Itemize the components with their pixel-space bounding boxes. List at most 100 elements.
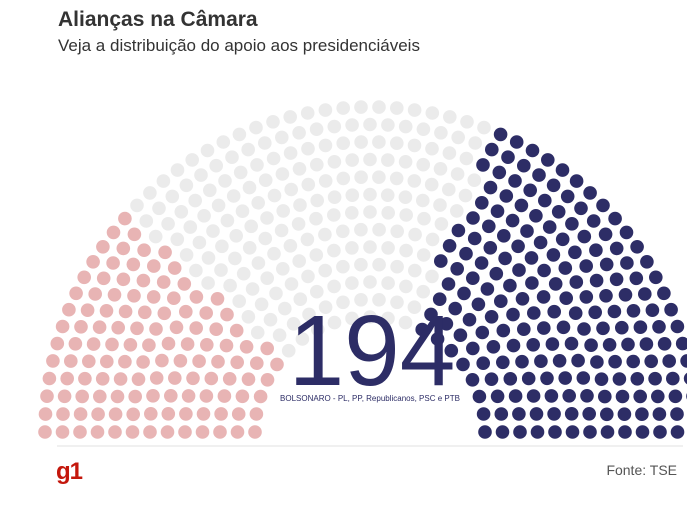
- seat-dot-series-3: [503, 278, 517, 293]
- seat-dot-series-3: [555, 163, 570, 177]
- seat-dot-series-3: [466, 271, 480, 286]
- seat-dot-series-2: [276, 262, 290, 276]
- seat-dot-series-2: [380, 188, 395, 202]
- seat-dot-series-3: [485, 142, 499, 157]
- seat-dot-series-2: [192, 235, 207, 250]
- seat-dot-series-2: [416, 248, 431, 262]
- seat-dot-series-3: [590, 355, 604, 369]
- highlight-label: BOLSONARO - PL, PP, Republicanos, PSC e …: [280, 394, 460, 403]
- seat-dot-series-2: [183, 220, 198, 234]
- seat-dot-series-2: [170, 232, 185, 247]
- seat-dot-series-2: [203, 183, 217, 198]
- seat-dot-series-1: [160, 425, 175, 439]
- seat-dot-series-3: [633, 389, 647, 404]
- seat-dot-series-3: [618, 288, 633, 302]
- seat-dot-series-2: [354, 257, 368, 272]
- seat-dot-series-2: [336, 171, 351, 186]
- seat-dot-series-2: [300, 232, 315, 247]
- seat-dot-series-2: [156, 174, 171, 188]
- seat-dot-series-3: [635, 407, 649, 422]
- seat-dot-series-2: [250, 158, 264, 172]
- seat-dot-series-1: [179, 304, 193, 319]
- seat-dot-series-3: [548, 277, 563, 291]
- seat-dot-series-3: [547, 304, 561, 319]
- seat-dot-series-1: [204, 371, 219, 386]
- seat-dot-series-3: [599, 289, 613, 303]
- seat-dot-series-3: [490, 389, 505, 404]
- seat-dot-series-1: [214, 407, 228, 421]
- seat-dot-series-2: [416, 122, 431, 136]
- seat-dot-series-3: [496, 323, 511, 338]
- seat-dot-series-1: [86, 337, 101, 351]
- seat-dot-series-3: [612, 372, 627, 386]
- seat-dot-series-2: [477, 120, 491, 135]
- seat-dot-series-3: [482, 219, 496, 234]
- seat-dot-series-2: [152, 201, 166, 216]
- seat-dot-series-2: [284, 277, 299, 291]
- seat-dot-series-2: [309, 122, 324, 136]
- seat-dot-series-3: [579, 290, 594, 304]
- seat-dot-series-2: [250, 325, 265, 340]
- seat-dot-series-3: [444, 343, 459, 358]
- seat-dot-series-1: [100, 354, 114, 369]
- seat-dot-series-2: [197, 209, 211, 223]
- seat-dot-series-3: [683, 372, 687, 385]
- seat-dot-series-2: [345, 276, 359, 290]
- seat-dot-series-3: [547, 407, 561, 421]
- seat-dot-series-2: [354, 170, 368, 184]
- seat-dot-series-3: [415, 322, 430, 337]
- seat-dot-series-2: [425, 232, 440, 247]
- seat-dot-series-1: [95, 372, 110, 386]
- seat-dot-series-3: [577, 322, 591, 336]
- seat-dot-series-3: [517, 158, 531, 173]
- seat-dot-series-2: [381, 276, 395, 290]
- seat-dot-series-3: [475, 325, 490, 340]
- seat-dot-series-3: [542, 220, 557, 234]
- seat-dot-series-3: [552, 354, 567, 368]
- seat-dot-series-2: [327, 190, 342, 204]
- seat-dot-series-3: [490, 204, 505, 218]
- seat-dot-series-3: [517, 322, 531, 337]
- seat-dot-series-2: [293, 292, 308, 307]
- seat-dot-series-3: [495, 425, 510, 439]
- seat-dot-series-2: [209, 158, 223, 173]
- seat-dot-series-2: [242, 241, 257, 255]
- seat-dot-series-1: [107, 288, 122, 302]
- seat-dot-series-3: [615, 320, 629, 335]
- seat-dot-series-3: [512, 407, 526, 421]
- seat-dot-series-1: [155, 353, 169, 368]
- seat-dot-series-3: [453, 328, 468, 343]
- seat-dot-series-3: [537, 321, 551, 335]
- seat-dot-series-1: [173, 354, 188, 368]
- seat-dot-series-3: [538, 193, 552, 208]
- seat-dot-series-2: [336, 259, 350, 274]
- seat-dot-series-2: [318, 227, 332, 242]
- seat-dot-series-3: [568, 245, 582, 260]
- seat-dot-series-3: [589, 273, 604, 288]
- seat-dot-series-1: [180, 337, 195, 351]
- seat-dot-series-2: [245, 282, 260, 296]
- seat-dot-series-3: [506, 307, 520, 322]
- seat-dot-series-3: [551, 205, 566, 219]
- seat-dot-series-2: [425, 141, 439, 156]
- seat-dot-series-3: [574, 201, 588, 216]
- seat-dot-series-3: [586, 214, 601, 228]
- seat-dot-series-1: [219, 338, 234, 353]
- seat-dot-series-2: [390, 224, 405, 239]
- seat-dot-series-3: [577, 229, 592, 244]
- seat-dot-series-1: [105, 337, 119, 352]
- seat-dot-series-3: [499, 189, 514, 203]
- seat-dot-series-3: [525, 143, 540, 158]
- seat-dot-series-3: [492, 165, 507, 180]
- seat-dot-series-1: [86, 254, 100, 269]
- seat-dot-series-2: [223, 278, 237, 293]
- seat-dot-series-2: [301, 177, 316, 192]
- seat-dot-series-1: [189, 290, 204, 304]
- seat-dot-series-3: [475, 196, 489, 210]
- seat-dot-series-2: [201, 276, 215, 290]
- seat-dot-series-3: [442, 239, 457, 253]
- seat-dot-series-3: [523, 183, 537, 198]
- seat-dot-series-3: [558, 261, 573, 275]
- seat-dot-series-3: [476, 407, 491, 421]
